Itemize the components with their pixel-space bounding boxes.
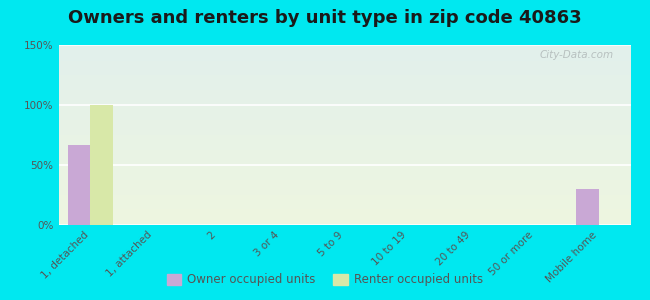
Bar <box>68 145 90 225</box>
Bar <box>577 189 599 225</box>
Text: Owners and renters by unit type in zip code 40863: Owners and renters by unit type in zip c… <box>68 9 582 27</box>
Legend: Owner occupied units, Renter occupied units: Owner occupied units, Renter occupied un… <box>162 269 488 291</box>
Text: City-Data.com: City-Data.com <box>540 50 614 60</box>
Bar <box>90 105 112 225</box>
